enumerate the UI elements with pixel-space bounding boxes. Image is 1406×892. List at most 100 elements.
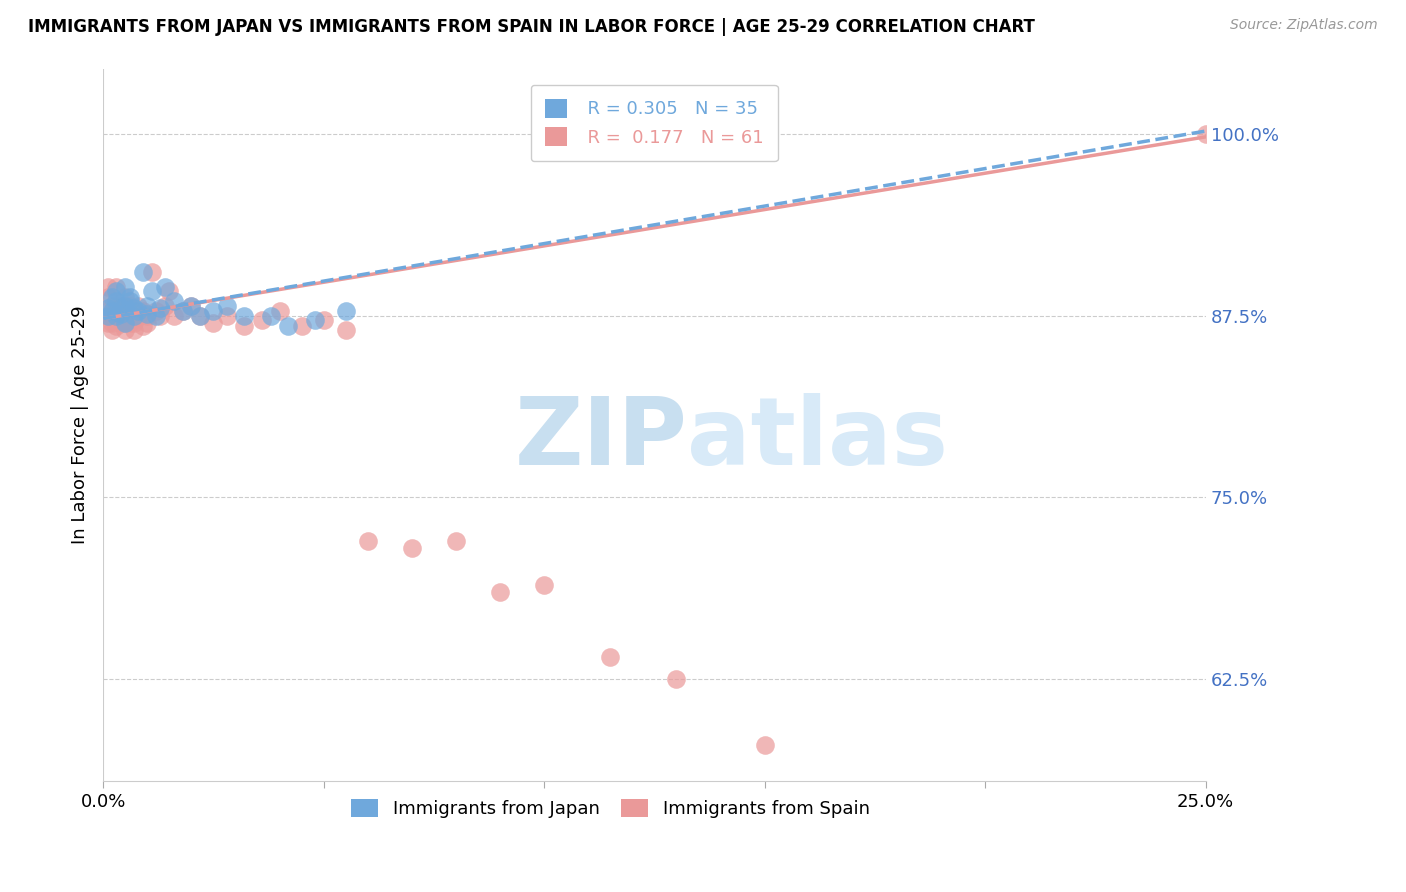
Point: [96, 309, 118, 323]
Point: [269, 304, 291, 318]
Point: [149, 309, 172, 323]
Point: [114, 309, 136, 323]
Point: [260, 309, 283, 323]
Point: [122, 304, 145, 318]
Text: ZIP: ZIP: [515, 393, 688, 485]
Point: [153, 299, 176, 313]
Point: [101, 304, 124, 318]
Point: [533, 577, 555, 591]
Point: [136, 309, 159, 323]
Point: [290, 318, 312, 333]
Point: [172, 304, 194, 318]
Point: [127, 299, 149, 313]
Point: [114, 290, 136, 304]
Point: [132, 318, 155, 333]
Point: [105, 309, 128, 323]
Point: [110, 301, 132, 316]
Point: [357, 534, 380, 549]
Point: [180, 299, 202, 313]
Point: [312, 313, 335, 327]
Point: [599, 650, 621, 665]
Point: [105, 284, 128, 298]
Point: [136, 299, 159, 313]
Point: [96, 301, 118, 316]
Point: [96, 290, 118, 304]
Point: [122, 323, 145, 337]
Point: [136, 307, 159, 321]
Legend: Immigrants from Japan, Immigrants from Spain: Immigrants from Japan, Immigrants from S…: [344, 791, 877, 825]
Point: [215, 299, 238, 313]
Point: [157, 284, 180, 298]
Text: Source: ZipAtlas.com: Source: ZipAtlas.com: [1230, 18, 1378, 32]
Point: [172, 304, 194, 318]
Point: [444, 534, 467, 549]
Point: [141, 284, 163, 298]
Point: [114, 316, 136, 330]
Point: [136, 316, 159, 330]
Point: [110, 307, 132, 321]
Point: [96, 279, 118, 293]
Point: [105, 299, 128, 313]
Point: [401, 541, 423, 556]
Point: [304, 313, 326, 327]
Point: [118, 299, 141, 313]
Point: [132, 304, 155, 318]
Point: [118, 316, 141, 330]
Point: [105, 318, 128, 333]
Point: [163, 294, 186, 309]
Point: [105, 279, 128, 293]
Point: [96, 316, 118, 330]
Point: [335, 323, 357, 337]
Point: [145, 309, 167, 323]
Point: [101, 290, 124, 304]
Point: [188, 309, 211, 323]
Point: [96, 309, 118, 323]
Point: [122, 301, 145, 316]
Point: [101, 299, 124, 313]
Point: [141, 265, 163, 279]
Point: [127, 304, 149, 318]
Point: [114, 279, 136, 293]
Text: IMMIGRANTS FROM JAPAN VS IMMIGRANTS FROM SPAIN IN LABOR FORCE | AGE 25-29 CORREL: IMMIGRANTS FROM JAPAN VS IMMIGRANTS FROM…: [28, 18, 1035, 36]
Point: [188, 309, 211, 323]
Point: [118, 309, 141, 323]
Point: [754, 738, 776, 752]
Point: [101, 304, 124, 318]
Point: [132, 265, 155, 279]
Point: [127, 309, 149, 323]
Point: [202, 316, 225, 330]
Point: [114, 299, 136, 313]
Point: [114, 323, 136, 337]
Point: [233, 309, 256, 323]
Point: [277, 318, 299, 333]
Point: [489, 585, 512, 599]
Point: [149, 301, 172, 316]
Point: [118, 294, 141, 309]
Point: [250, 313, 273, 327]
Point: [101, 309, 124, 323]
Point: [202, 304, 225, 318]
Point: [105, 309, 128, 323]
Point: [110, 304, 132, 318]
Point: [335, 304, 357, 318]
Point: [122, 309, 145, 323]
Point: [145, 304, 167, 318]
Point: [665, 672, 688, 686]
Point: [114, 316, 136, 330]
Point: [1195, 127, 1218, 141]
Point: [122, 316, 145, 330]
Point: [233, 318, 256, 333]
Point: [114, 299, 136, 313]
Point: [118, 290, 141, 304]
Text: atlas: atlas: [688, 393, 949, 485]
Point: [101, 316, 124, 330]
Point: [153, 279, 176, 293]
Point: [110, 299, 132, 313]
Point: [110, 309, 132, 323]
Point: [101, 323, 124, 337]
Point: [105, 294, 128, 309]
Point: [118, 307, 141, 321]
Y-axis label: In Labor Force | Age 25-29: In Labor Force | Age 25-29: [72, 305, 89, 544]
Point: [215, 309, 238, 323]
Point: [163, 309, 186, 323]
